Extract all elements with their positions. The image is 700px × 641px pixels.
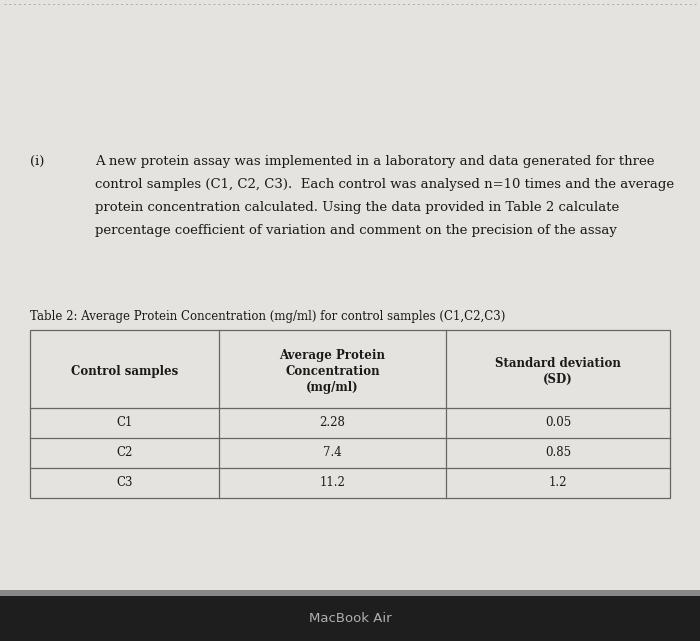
Text: 7.4: 7.4 [323,447,342,460]
Text: Table 2: Average Protein Concentration (mg/ml) for control samples (C1,C2,C3): Table 2: Average Protein Concentration (… [30,310,505,323]
Text: 11.2: 11.2 [319,476,345,490]
Text: C1: C1 [116,417,132,429]
Text: percentage coefficient of variation and comment on the precision of the assay: percentage coefficient of variation and … [95,224,617,237]
Text: 0.05: 0.05 [545,417,571,429]
Text: (mg/ml): (mg/ml) [306,381,358,394]
Text: (SD): (SD) [543,373,573,386]
Text: Concentration: Concentration [285,365,379,378]
Text: Average Protein: Average Protein [279,349,386,362]
Text: C3: C3 [116,476,132,490]
Text: 1.2: 1.2 [549,476,567,490]
Text: MacBook Air: MacBook Air [309,613,391,626]
Text: Control samples: Control samples [71,365,178,378]
Text: 2.28: 2.28 [319,417,345,429]
Bar [0,590,700,596]
Text: Standard deviation: Standard deviation [495,357,621,370]
Bar [0,596,700,641]
Text: control samples (C1, C2, C3).  Each control was analysed n=10 times and the aver: control samples (C1, C2, C3). Each contr… [95,178,674,191]
Bar [30,330,670,498]
Text: protein concentration calculated. Using the data provided in Table 2 calculate: protein concentration calculated. Using … [95,201,620,214]
Text: C2: C2 [116,447,132,460]
Text: A new protein assay was implemented in a laboratory and data generated for three: A new protein assay was implemented in a… [95,155,655,168]
Text: 0.85: 0.85 [545,447,571,460]
Text: (i): (i) [30,155,44,168]
